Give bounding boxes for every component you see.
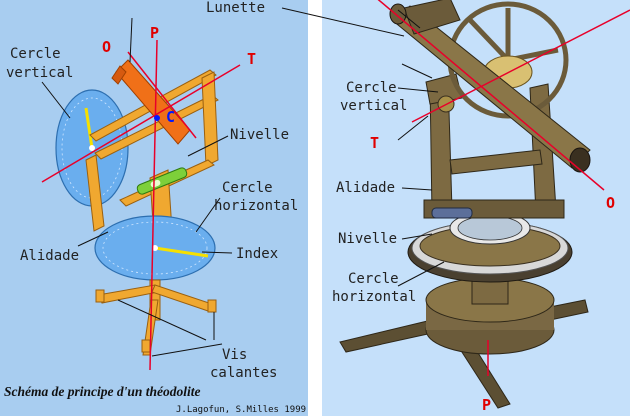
label-cercle-vertical-right-2: vertical [340, 98, 407, 114]
leader-lines [41, 17, 233, 357]
label-lunette: Lunette [206, 0, 265, 16]
sight-axis-o [127, 51, 197, 139]
tripod-base [339, 269, 589, 409]
instrument-level [431, 207, 473, 219]
schematic-panel: O P T C Cercle vertical Nivelle Cercle h… [0, 0, 308, 416]
telescope-lunette [389, 0, 591, 173]
trunnion-axis-t [41, 64, 241, 183]
credit: J.Lagofun, S.Milles 1999 [176, 405, 306, 415]
instrument-axis-t [411, 9, 630, 123]
label-cercle-horizontal-left-2: horizontal [214, 198, 298, 214]
label-t-right: T [370, 134, 379, 152]
lunette-leader [281, 7, 405, 37]
label-o-right: O [606, 194, 615, 212]
standards [423, 73, 565, 219]
caption: Schéma de principe d'un théodolite [4, 384, 201, 399]
instrument-leader-lines [397, 9, 445, 287]
label-p-left: P [150, 24, 159, 42]
label-cercle-horizontal-left-1: Cercle [222, 180, 273, 196]
panel-divider [308, 0, 322, 416]
label-index-left: Index [236, 246, 278, 262]
label-cercle-vertical-right-1: Cercle [346, 80, 397, 96]
horizontal-circle-disc [94, 215, 216, 281]
label-t-left: T [247, 50, 256, 68]
label-cercle-horizontal-right-2: horizontal [332, 289, 416, 305]
label-nivelle-left: Nivelle [230, 127, 289, 143]
label-p-right: P [482, 396, 491, 414]
label-cercle-horizontal-right-1: Cercle [348, 271, 399, 287]
horizontal-circle [407, 211, 573, 283]
label-cercle-vertical-left-2: vertical [6, 65, 73, 81]
label-c-left: C [166, 108, 175, 126]
level-vial [136, 167, 188, 195]
label-nivelle-right: Nivelle [338, 231, 397, 247]
label-alidade-left: Alidade [20, 248, 79, 264]
label-vis-left: Vis [222, 347, 247, 363]
instrument-axes [377, 0, 630, 376]
instrument-panel: Lunette Cercle vertical T Alidade Nivell… [206, 0, 630, 416]
label-calantes-left: calantes [210, 365, 277, 381]
label-alidade-right: Alidade [336, 180, 395, 196]
label-cercle-vertical-left-1: Cercle [10, 46, 61, 62]
instrument-axis-o [377, 0, 605, 191]
label-o-left: O [102, 38, 111, 56]
center-point-c [154, 115, 160, 121]
